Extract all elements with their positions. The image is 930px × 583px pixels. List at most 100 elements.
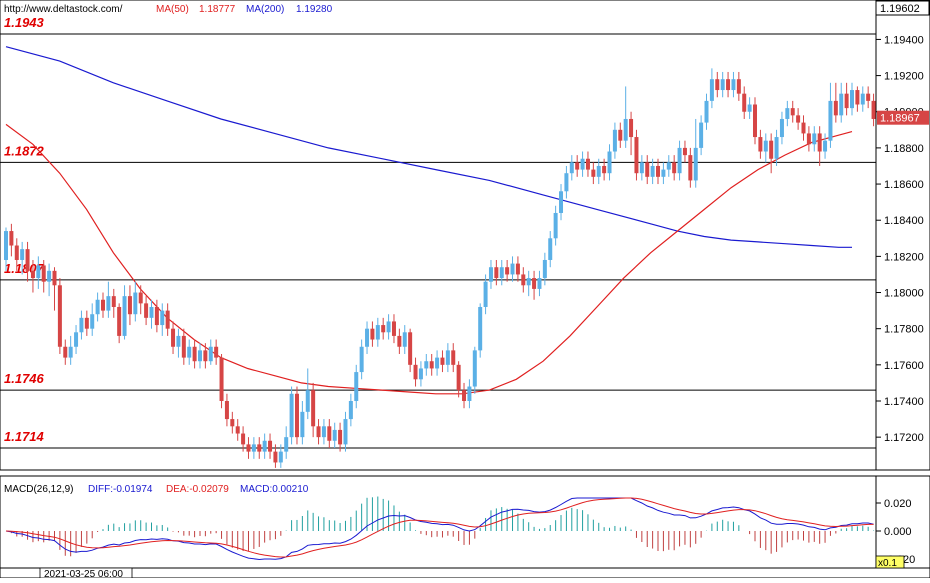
candle-body (25, 249, 30, 271)
candle-body (693, 147, 698, 181)
candle (758, 129, 763, 159)
candle-body (187, 346, 192, 358)
candle (823, 133, 828, 159)
price-tick-label: 1.18200 (884, 251, 924, 263)
candle (736, 71, 741, 101)
candle (181, 328, 186, 365)
candle-body (823, 140, 828, 152)
candle (413, 357, 418, 387)
level-label: 1.1943 (4, 15, 45, 30)
candle-body (790, 108, 795, 116)
candle (138, 285, 143, 315)
candle-body (149, 306, 154, 318)
candle (575, 155, 580, 177)
candle (192, 339, 197, 369)
candle-body (41, 265, 46, 282)
candle (488, 259, 493, 289)
candle-body (629, 118, 634, 138)
candle-body (84, 317, 89, 329)
candle (230, 411, 235, 434)
candle (4, 227, 8, 271)
candle-body (429, 361, 434, 369)
price-tick-label: 1.17200 (884, 432, 924, 444)
candle (408, 328, 413, 373)
candle-body (47, 270, 52, 282)
candle (866, 86, 871, 109)
candle-body (855, 90, 860, 105)
candle-body (424, 361, 429, 369)
candle-body (203, 350, 208, 362)
candle-body (241, 433, 246, 445)
candle (623, 86, 628, 148)
candle-body (74, 332, 79, 347)
candle (9, 223, 14, 257)
candle-body (359, 346, 364, 373)
current-price-marker (877, 110, 929, 125)
macd-diff: DIFF:-0.01974 (88, 484, 153, 495)
candle (753, 97, 758, 145)
candle-body (160, 310, 165, 326)
candle (505, 259, 510, 282)
candle-body (731, 79, 736, 91)
candle (774, 129, 779, 166)
candle (742, 86, 747, 119)
candle (526, 270, 531, 297)
macd-axis-panel (875, 475, 930, 569)
macd-title: MACD(26,12,9) (4, 484, 73, 495)
macd-zoom-button[interactable] (875, 555, 905, 569)
candle (532, 270, 537, 300)
candle-body (763, 140, 768, 152)
candle-body (375, 325, 380, 340)
candle-body (521, 274, 526, 286)
candle (359, 339, 364, 380)
candle-body (451, 350, 456, 365)
macd-tick-label: 0.020 (884, 498, 912, 510)
candle-body (321, 426, 326, 438)
candle-body (402, 332, 407, 347)
candle (305, 368, 310, 420)
candle (111, 288, 116, 318)
candle (688, 147, 693, 188)
candle (338, 422, 343, 452)
candle-body (219, 357, 224, 401)
candle (144, 296, 149, 326)
candle-body (801, 122, 806, 134)
macd-zoom-label[interactable]: x0.1 (878, 558, 897, 569)
top-price-box (875, 0, 930, 16)
source-url[interactable]: http://www.deltastock.com/ (4, 4, 123, 15)
candle-body (602, 165, 607, 174)
price-tick-label: 1.19200 (884, 71, 924, 83)
candle (850, 82, 854, 116)
candle-body (235, 426, 240, 434)
candle (451, 343, 456, 373)
candle-body (208, 346, 213, 362)
candle-body (542, 259, 547, 279)
macd-tick-label: 0.000 (884, 526, 912, 538)
candle-body (20, 249, 25, 260)
candle (812, 126, 817, 152)
candle (472, 346, 477, 394)
candle-body (488, 267, 493, 282)
candle-body (515, 263, 520, 275)
candle (860, 86, 865, 112)
candle (440, 350, 445, 373)
candle-body (704, 100, 709, 123)
candle (855, 86, 860, 112)
candle (30, 259, 35, 293)
candle (580, 151, 585, 177)
candle (639, 155, 644, 181)
ma50-path (5, 123, 853, 395)
candle-body (850, 90, 854, 109)
candle (596, 158, 601, 185)
candle (429, 353, 434, 376)
candle-body (585, 158, 590, 170)
candle-body (332, 429, 337, 441)
candle-body (365, 328, 370, 347)
candle (779, 111, 784, 145)
candle-body (268, 440, 273, 452)
candle-body (176, 335, 181, 347)
candle (74, 325, 79, 354)
candle (257, 437, 262, 459)
candle (704, 93, 709, 130)
